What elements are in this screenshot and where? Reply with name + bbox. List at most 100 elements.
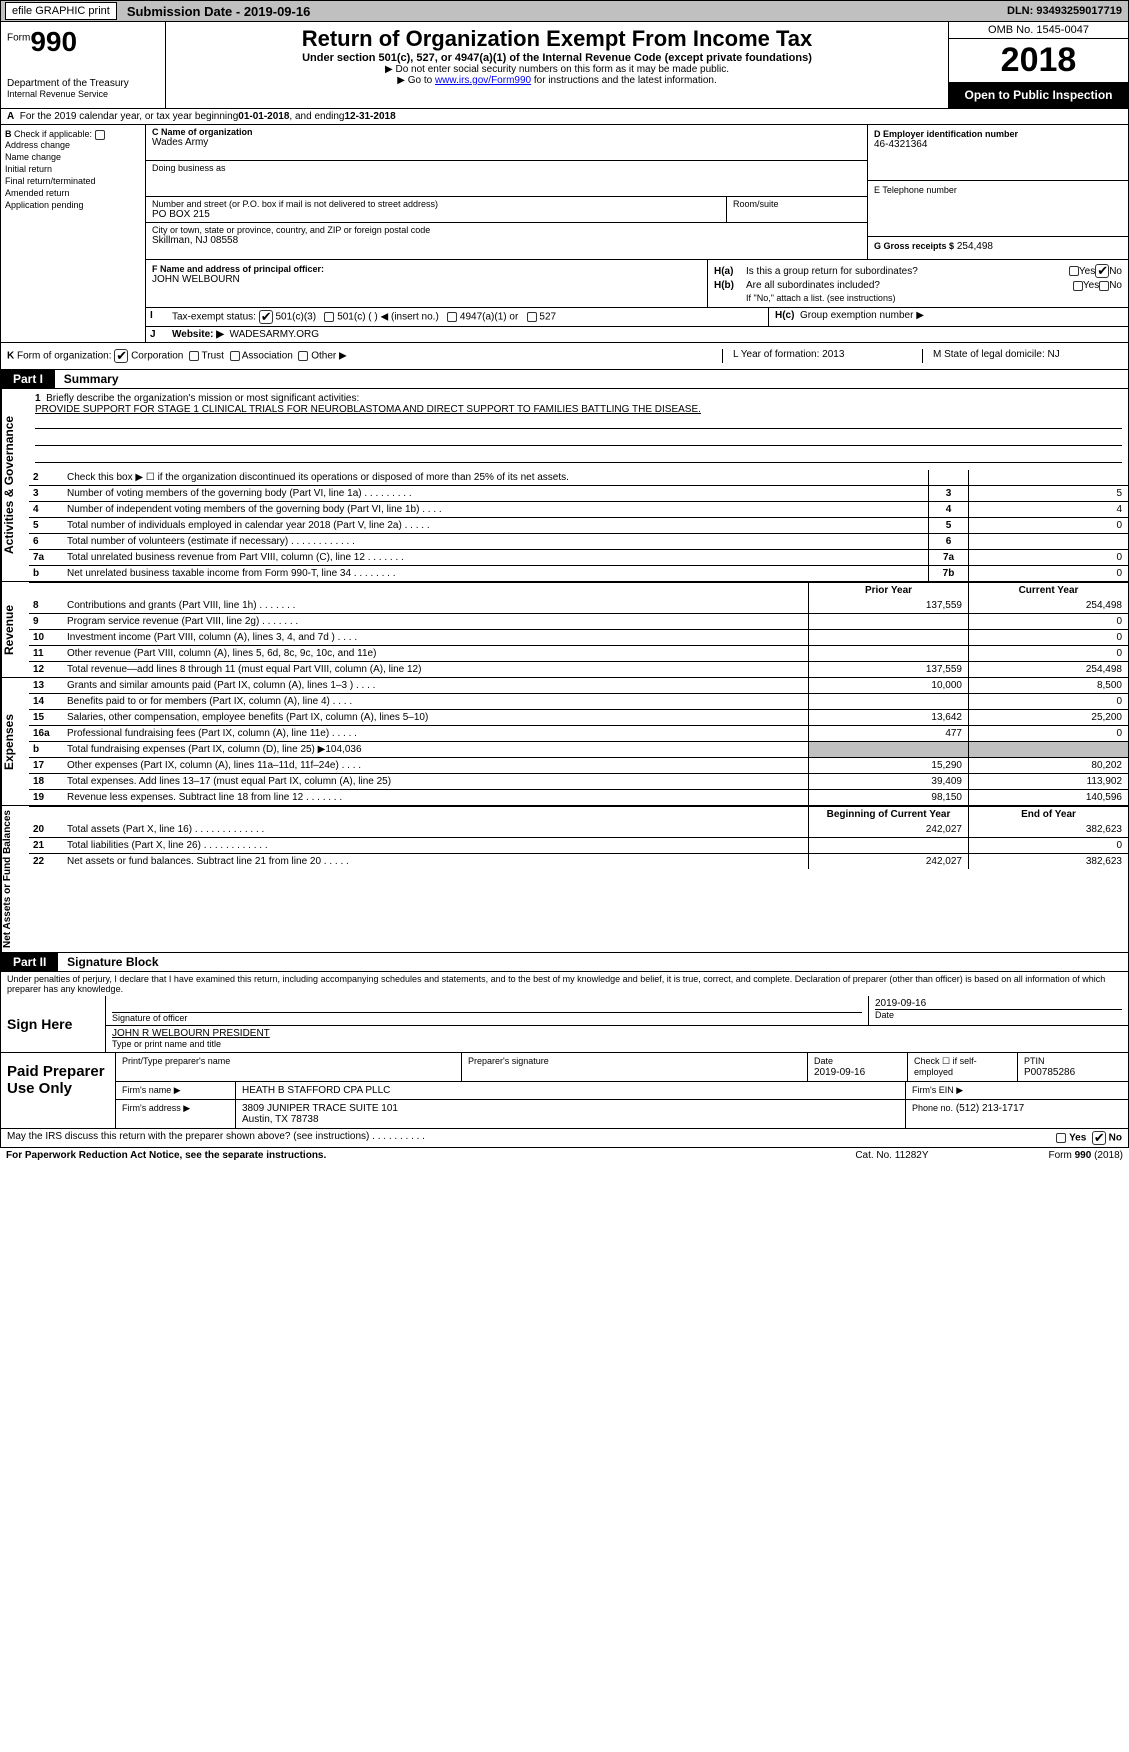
paperwork-notice: For Paperwork Reduction Act Notice, see … xyxy=(6,1150,326,1161)
org-city: Skillman, NJ 08558 xyxy=(152,235,861,246)
rev-label: Revenue xyxy=(1,582,29,677)
prep-date: 2019-09-16 xyxy=(814,1067,865,1078)
no-label2: No xyxy=(1109,280,1122,291)
summary-row: 18Total expenses. Add lines 13–17 (must … xyxy=(29,773,1128,789)
assoc: Association xyxy=(242,351,293,362)
summary-row: bTotal fundraising expenses (Part IX, co… xyxy=(29,741,1128,757)
sig-date-label: Date xyxy=(875,1009,1122,1020)
trust-check xyxy=(189,351,199,361)
i-label: Tax-exempt status: xyxy=(172,312,256,323)
discuss-no xyxy=(1092,1131,1106,1145)
c-label: C Name of organization xyxy=(152,127,253,137)
prep-sig-hdr: Preparer's signature xyxy=(462,1053,808,1081)
b-checkbox-item: Application pending xyxy=(5,200,141,210)
prior-year-hdr: Prior Year xyxy=(808,583,968,598)
discuss-yes xyxy=(1056,1133,1066,1143)
form-header: Form990 Department of the Treasury Inter… xyxy=(0,22,1129,109)
officer-name-label: Type or print name and title xyxy=(112,1039,1122,1049)
self-emp: Check ☐ if self-employed xyxy=(908,1053,1018,1081)
prep-date-hdr: Date xyxy=(814,1056,833,1066)
ha-yes-check xyxy=(1069,266,1079,276)
cat-no: Cat. No. 11282Y xyxy=(855,1150,928,1161)
summary-row: 9Program service revenue (Part VIII, lin… xyxy=(29,613,1128,629)
g-label: G Gross receipts $ xyxy=(874,241,954,251)
sig-officer-label: Signature of officer xyxy=(112,1012,862,1023)
officer-name: JOHN R WELBOURN PRESIDENT xyxy=(112,1028,1122,1039)
mission-label: Briefly describe the organization's miss… xyxy=(46,393,359,404)
ptin-hdr: PTIN xyxy=(1024,1056,1045,1066)
summary-row: bNet unrelated business taxable income f… xyxy=(29,565,1128,581)
addr-label: Number and street (or P.O. box if mail i… xyxy=(152,199,720,209)
b-checkbox-item: Name change xyxy=(5,152,141,162)
dept-treasury: Department of the Treasury xyxy=(7,78,159,89)
mission-text: PROVIDE SUPPORT FOR STAGE 1 CLINICAL TRI… xyxy=(35,404,701,415)
firm-label: Firm's name ▶ xyxy=(116,1082,236,1099)
other: Other ▶ xyxy=(311,351,346,362)
other-check xyxy=(298,351,308,361)
col-b: B Check if applicable: Address change Na… xyxy=(1,125,146,342)
form-number: Form990 xyxy=(7,26,159,58)
no-label: No xyxy=(1109,266,1122,277)
form990-link[interactable]: www.irs.gov/Form990 xyxy=(435,75,531,86)
summary-row: 16aProfessional fundraising fees (Part I… xyxy=(29,725,1128,741)
main-block: B Check if applicable: Address change Na… xyxy=(0,125,1129,343)
begin-year-hdr: Beginning of Current Year xyxy=(808,807,968,822)
form-990: 990 xyxy=(30,26,77,57)
summary-row: 4Number of independent voting members of… xyxy=(29,501,1128,517)
netassets-section: Net Assets or Fund Balances Beginning of… xyxy=(0,806,1129,953)
e-label: E Telephone number xyxy=(874,185,1122,195)
row-k: K Form of organization: Corporation Trus… xyxy=(0,343,1129,370)
gov-label: Activities & Governance xyxy=(1,389,29,581)
summary-row: 21Total liabilities (Part X, line 26) . … xyxy=(29,837,1128,853)
year-end: 12-31-2018 xyxy=(344,111,395,122)
footer: For Paperwork Reduction Act Notice, see … xyxy=(0,1148,1129,1163)
form-prefix: Form xyxy=(7,33,30,44)
firm-addr-label: Firm's address ▶ xyxy=(116,1100,236,1128)
discuss-yes-lbl: Yes xyxy=(1069,1133,1086,1144)
org-name: Wades Army xyxy=(152,137,861,148)
governance-section: Activities & Governance 1 Briefly descri… xyxy=(0,389,1129,582)
form-foot: Form 990 (2018) xyxy=(1049,1150,1123,1161)
discuss-text: May the IRS discuss this return with the… xyxy=(7,1131,425,1145)
firm-addr1: 3809 JUNIPER TRACE SUITE 101 xyxy=(242,1103,398,1114)
ptin: P00785286 xyxy=(1024,1067,1075,1078)
hb-no-check xyxy=(1099,281,1109,291)
501c3-check xyxy=(259,310,273,324)
l-label: L Year of formation: xyxy=(733,349,819,360)
summary-row: 13Grants and similar amounts paid (Part … xyxy=(29,678,1128,693)
501c3: 501(c)(3) xyxy=(275,312,316,323)
submission-date: Submission Date - 2019-09-16 xyxy=(127,4,311,19)
summary-row: 11Other revenue (Part VIII, column (A), … xyxy=(29,645,1128,661)
f-label: F Name and address of principal officer: xyxy=(152,264,324,274)
ha-no-check xyxy=(1095,264,1109,278)
row-a: A For the 2019 calendar year, or tax yea… xyxy=(0,109,1129,125)
discuss-no-lbl: No xyxy=(1109,1133,1122,1144)
summary-row: 8Contributions and grants (Part VIII, li… xyxy=(29,598,1128,613)
goto-note: ▶ Go to www.irs.gov/Form990 for instruct… xyxy=(170,75,944,86)
year-mid: , and ending xyxy=(289,111,344,122)
m-label: M State of legal domicile: xyxy=(933,349,1045,360)
yes-label2: Yes xyxy=(1083,280,1099,291)
part1-title: Summary xyxy=(58,370,125,388)
omb-number: OMB No. 1545-0047 xyxy=(949,22,1128,39)
website: WADESARMY.ORG xyxy=(230,329,319,340)
b-checkbox-item: Amended return xyxy=(5,188,141,198)
j-label: Website: ▶ xyxy=(172,329,224,340)
goto-pre: ▶ Go to xyxy=(397,75,435,86)
b-title: Check if applicable: xyxy=(14,129,92,139)
firm-ein-label: Firm's EIN ▶ xyxy=(906,1082,1128,1099)
principal-officer: JOHN WELBOURN xyxy=(152,274,701,285)
summary-row: 20Total assets (Part X, line 16) . . . .… xyxy=(29,822,1128,837)
check-icon xyxy=(95,130,105,140)
dba-label: Doing business as xyxy=(152,163,861,173)
corp-check xyxy=(114,349,128,363)
form-subtitle: Under section 501(c), 527, or 4947(a)(1)… xyxy=(170,52,944,64)
phone-label: Phone no. xyxy=(912,1103,953,1113)
room-label: Room/suite xyxy=(727,197,867,222)
summary-row: 19Revenue less expenses. Subtract line 1… xyxy=(29,789,1128,805)
summary-row: 2Check this box ▶ ☐ if the organization … xyxy=(29,470,1128,485)
corp: Corporation xyxy=(131,351,183,362)
hb-text: Are all subordinates included? xyxy=(746,280,1073,291)
summary-row: 22Net assets or fund balances. Subtract … xyxy=(29,853,1128,869)
sig-date: 2019-09-16 xyxy=(875,998,1122,1009)
